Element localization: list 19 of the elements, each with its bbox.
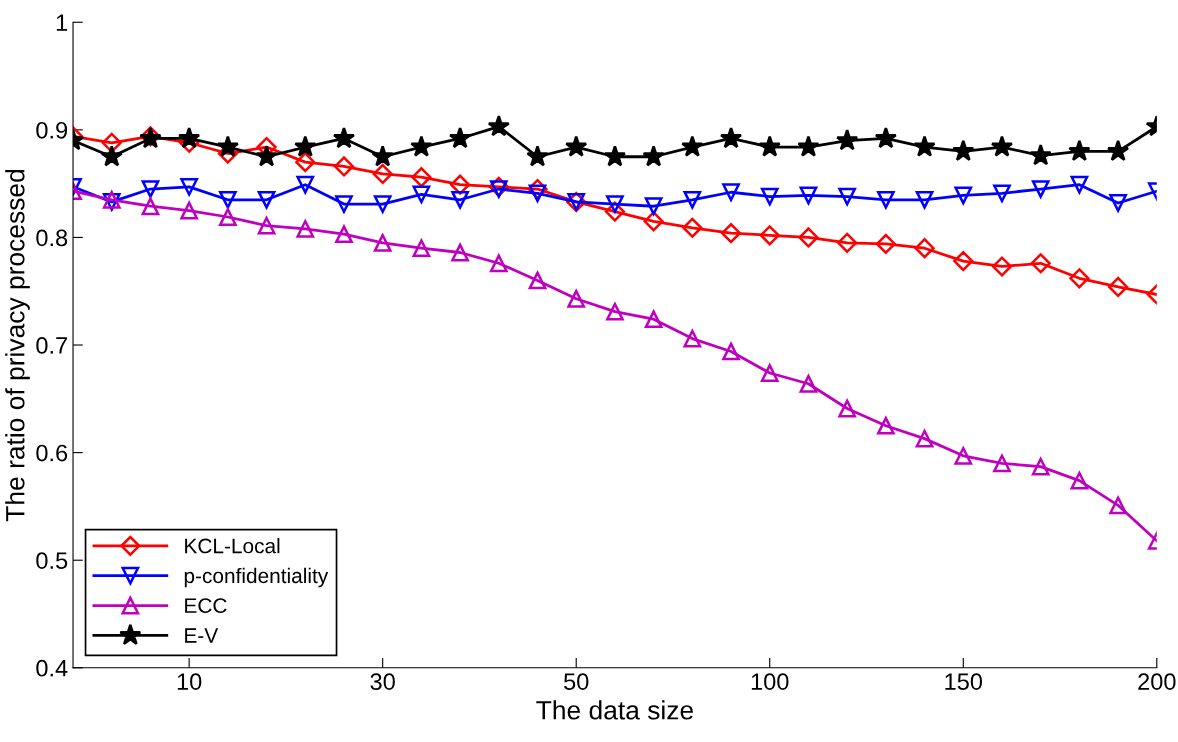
- x-axis-title: The data size: [536, 700, 693, 720]
- x-tick-label: 200: [1138, 673, 1176, 690]
- legend-label: KCL-Local: [185, 538, 280, 554]
- legend-label: ECC: [185, 598, 227, 614]
- x-tick-label: 100: [751, 673, 789, 690]
- x-tick-label: 150: [945, 673, 983, 690]
- y-tick-label: 0.7: [36, 337, 67, 354]
- y-tick-label: 0.9: [36, 121, 68, 139]
- y-tick-label: 0.5: [36, 552, 68, 569]
- y-tick-label: 0.6: [36, 444, 68, 462]
- y-tick-label: 0.4: [36, 659, 68, 677]
- y-tick-label: 1: [56, 14, 68, 31]
- y-tick-label: 0.8: [36, 229, 68, 247]
- x-tick-label: 50: [564, 673, 589, 690]
- legend-label: E-V: [185, 628, 219, 643]
- legend-label: p-confidentiality: [184, 567, 329, 588]
- x-tick-label: 30: [370, 673, 395, 690]
- y-axis-title: The ratio of privacy processed: [5, 169, 30, 522]
- x-tick-label: 10: [177, 673, 202, 690]
